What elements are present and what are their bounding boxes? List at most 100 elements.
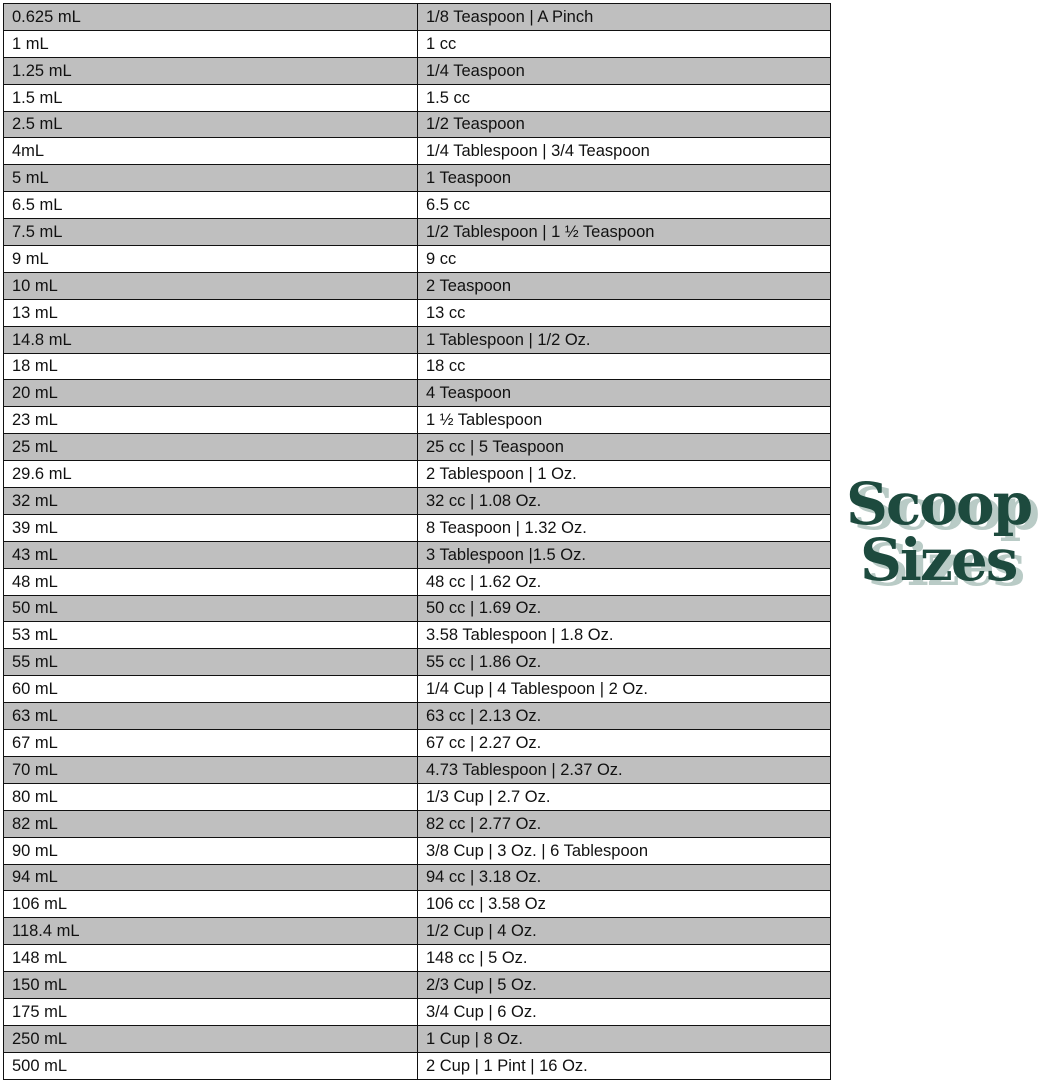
metric-volume-cell: 43 mL (3, 540, 418, 569)
logo-text: Sizes (860, 526, 1018, 594)
equivalent-cell: 3/8 Cup | 3 Oz. | 6 Tablespoon (417, 836, 831, 865)
equivalent-cell: 67 cc | 2.27 Oz. (417, 729, 831, 757)
table-row: 148 mL 148 cc | 5 Oz. (3, 944, 831, 973)
equivalent-cell: 55 cc | 1.86 Oz. (417, 648, 831, 677)
metric-volume-cell: 1.5 mL (3, 83, 418, 112)
table-row: 175 mL 3/4 Cup | 6 Oz. (3, 997, 831, 1026)
table-row: 53 mL 3.58 Tablespoon | 1.8 Oz. (3, 621, 831, 650)
metric-volume-cell: 18 mL (3, 352, 418, 381)
table-row: 9 mL 9 cc (3, 245, 831, 273)
equivalent-cell: 48 cc | 1.62 Oz. (417, 567, 831, 596)
equivalent-cell: 1/4 Teaspoon (417, 56, 831, 85)
metric-volume-cell: 500 mL (3, 1051, 418, 1080)
equivalent-cell: 94 cc | 3.18 Oz. (417, 863, 831, 892)
metric-volume-cell: 7.5 mL (3, 218, 418, 247)
metric-volume-cell: 55 mL (3, 648, 418, 677)
table-row: 70 mL 4.73 Tablespoon | 2.37 Oz. (3, 755, 831, 784)
table-row: 48 mL 48 cc | 1.62 Oz. (3, 567, 831, 596)
equivalent-cell: 1/2 Tablespoon | 1 ½ Teaspoon (417, 218, 831, 247)
logo-line-1: Scoop (846, 475, 1061, 533)
table-row: 4mL 1/4 Tablespoon | 3/4 Teaspoon (3, 137, 831, 166)
table-row: 1.5 mL 1.5 cc (3, 83, 831, 112)
metric-volume-cell: 5 mL (3, 164, 418, 193)
metric-volume-cell: 2.5 mL (3, 110, 418, 139)
table-row: 6.5 mL 6.5 cc (3, 191, 831, 220)
equivalent-cell: 8 Teaspoon | 1.32 Oz. (417, 513, 831, 542)
table-row: 80 mL 1/3 Cup | 2.7 Oz. (3, 782, 831, 811)
table-row: 94 mL 94 cc | 3.18 Oz. (3, 863, 831, 892)
equivalent-cell: 1 Teaspoon (417, 164, 831, 193)
table-row: 7.5 mL 1/2 Tablespoon | 1 ½ Teaspoon (3, 218, 831, 247)
equivalent-cell: 2 Tablespoon | 1 Oz. (417, 460, 831, 489)
metric-volume-cell: 6.5 mL (3, 191, 418, 220)
metric-volume-cell: 60 mL (3, 675, 418, 704)
table-row: 23 mL 1 ½ Tablespoon (3, 406, 831, 435)
table-row: 63 mL 63 cc | 2.13 Oz. (3, 702, 831, 731)
logo-line-2: Sizes (860, 531, 1061, 589)
table-row: 2.5 mL 1/2 Teaspoon (3, 110, 831, 139)
table-row: 18 mL 18 cc (3, 352, 831, 381)
equivalent-cell: 1/8 Teaspoon | A Pinch (417, 3, 831, 31)
equivalent-cell: 1 Tablespoon | 1/2 Oz. (417, 325, 831, 354)
metric-volume-cell: 25 mL (3, 433, 418, 462)
equivalent-cell: 1 ½ Tablespoon (417, 406, 831, 435)
metric-volume-cell: 82 mL (3, 809, 418, 838)
equivalent-cell: 1 cc (417, 29, 831, 58)
metric-volume-cell: 14.8 mL (3, 325, 418, 354)
table-row: 82 mL 82 cc | 2.77 Oz. (3, 809, 831, 838)
metric-volume-cell: 94 mL (3, 863, 418, 892)
metric-volume-cell: 10 mL (3, 271, 418, 300)
table-row: 0.625 mL 1/8 Teaspoon | A Pinch (3, 3, 831, 31)
table-row: 13 mL 13 cc (3, 298, 831, 327)
equivalent-cell: 2 Teaspoon (417, 271, 831, 300)
scoop-size-table: 0.625 mL 1/8 Teaspoon | A Pinch 1 mL 1 cc 1.… (3, 3, 831, 1080)
metric-volume-cell: 250 mL (3, 1024, 418, 1053)
table-row: 29.6 mL 2 Tablespoon | 1 Oz. (3, 460, 831, 489)
table-row: 90 mL 3/8 Cup | 3 Oz. | 6 Tablespoon (3, 836, 831, 865)
metric-volume-cell: 148 mL (3, 944, 418, 973)
metric-volume-cell: 80 mL (3, 782, 418, 811)
equivalent-cell: 1.5 cc (417, 83, 831, 112)
equivalent-cell: 18 cc (417, 352, 831, 381)
equivalent-cell: 50 cc | 1.69 Oz. (417, 594, 831, 623)
equivalent-cell: 1 Cup | 8 Oz. (417, 1024, 831, 1053)
table-row: 50 mL 50 cc | 1.69 Oz. (3, 594, 831, 623)
metric-volume-cell: 13 mL (3, 298, 418, 327)
equivalent-cell: 1/2 Teaspoon (417, 110, 831, 139)
equivalent-cell: 1/3 Cup | 2.7 Oz. (417, 782, 831, 811)
equivalent-cell: 82 cc | 2.77 Oz. (417, 809, 831, 838)
table-row: 43 mL 3 Tablespoon |1.5 Oz. (3, 540, 831, 569)
equivalent-cell: 1/2 Cup | 4 Oz. (417, 917, 831, 946)
table-row: 39 mL 8 Teaspoon | 1.32 Oz. (3, 513, 831, 542)
table-row: 1 mL 1 cc (3, 29, 831, 58)
table-row: 150 mL 2/3 Cup | 5 Oz. (3, 971, 831, 999)
metric-volume-cell: 67 mL (3, 729, 418, 757)
metric-volume-cell: 0.625 mL (3, 3, 418, 31)
metric-volume-cell: 1.25 mL (3, 56, 418, 85)
metric-volume-cell: 50 mL (3, 594, 418, 623)
table-row: 106 mL 106 cc | 3.58 Oz (3, 890, 831, 919)
metric-volume-cell: 29.6 mL (3, 460, 418, 489)
metric-volume-cell: 106 mL (3, 890, 418, 919)
metric-volume-cell: 9 mL (3, 245, 418, 273)
equivalent-cell: 106 cc | 3.58 Oz (417, 890, 831, 919)
metric-volume-cell: 4mL (3, 137, 418, 166)
equivalent-cell: 1/4 Tablespoon | 3/4 Teaspoon (417, 137, 831, 166)
metric-volume-cell: 1 mL (3, 29, 418, 58)
equivalent-cell: 3/4 Cup | 6 Oz. (417, 997, 831, 1026)
metric-volume-cell: 23 mL (3, 406, 418, 435)
equivalent-cell: 1/4 Cup | 4 Tablespoon | 2 Oz. (417, 675, 831, 704)
equivalent-cell: 148 cc | 5 Oz. (417, 944, 831, 973)
table-row: 10 mL 2 Teaspoon (3, 271, 831, 300)
table-row: 250 mL 1 Cup | 8 Oz. (3, 1024, 831, 1053)
table-row: 25 mL 25 cc | 5 Teaspoon (3, 433, 831, 462)
table-row: 67 mL 67 cc | 2.27 Oz. (3, 729, 831, 757)
equivalent-cell: 25 cc | 5 Teaspoon (417, 433, 831, 462)
metric-volume-cell: 70 mL (3, 755, 418, 784)
metric-volume-cell: 150 mL (3, 971, 418, 999)
equivalent-cell: 3 Tablespoon |1.5 Oz. (417, 540, 831, 569)
metric-volume-cell: 20 mL (3, 379, 418, 408)
equivalent-cell: 2/3 Cup | 5 Oz. (417, 971, 831, 999)
scoop-sizes-logo: Scoop Sizes (846, 475, 1061, 589)
equivalent-cell: 6.5 cc (417, 191, 831, 220)
